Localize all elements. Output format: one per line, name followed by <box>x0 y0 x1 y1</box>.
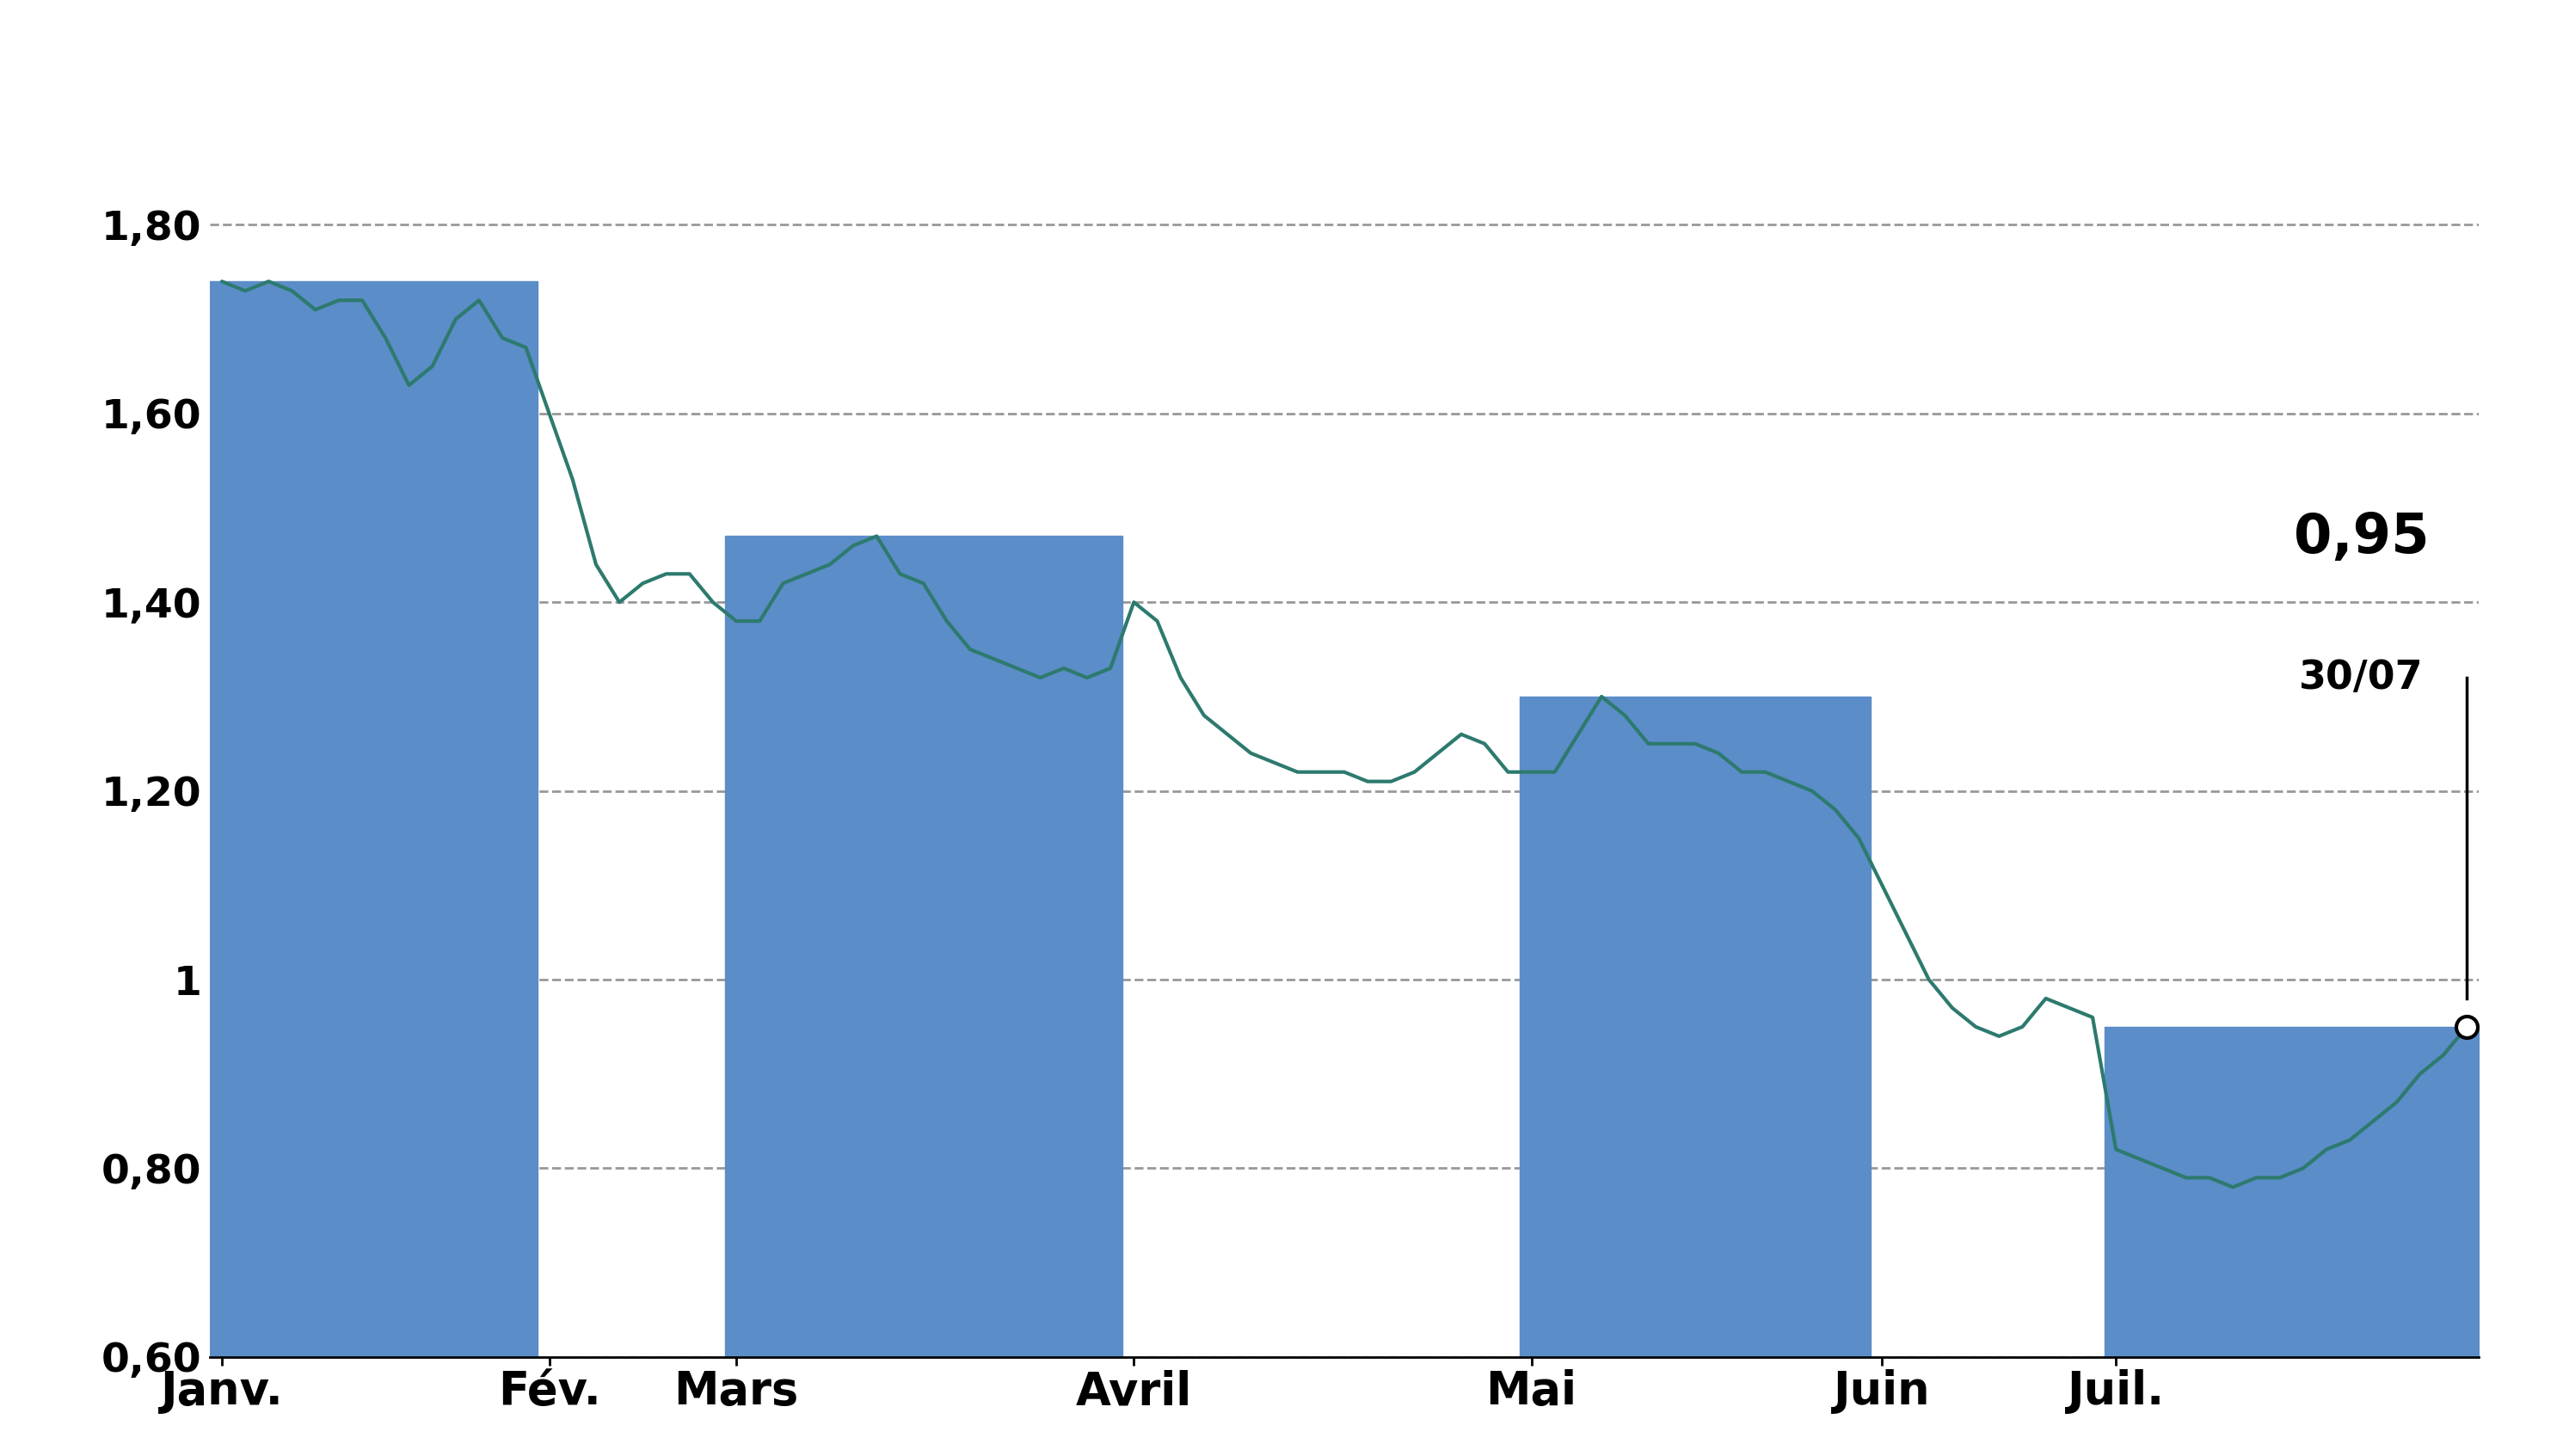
Text: 30/07: 30/07 <box>2299 658 2425 697</box>
Text: DBV TECHNOLOGIES: DBV TECHNOLOGIES <box>725 38 1838 134</box>
Text: 0,95: 0,95 <box>2294 511 2430 565</box>
